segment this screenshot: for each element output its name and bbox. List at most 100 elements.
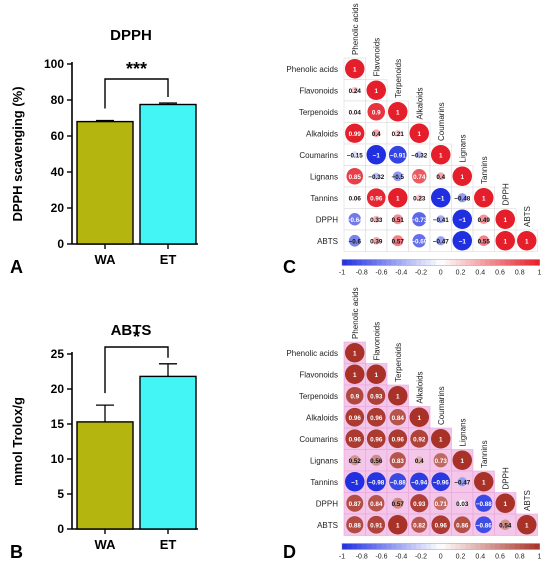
colorbar-segment <box>485 543 491 550</box>
correlation-circle <box>392 235 404 247</box>
colorbar-tick-label: -0.4 <box>395 554 407 561</box>
correlation-value: 0.57 <box>392 238 405 245</box>
correlation-circle <box>367 386 386 405</box>
correlation-circle <box>415 151 423 159</box>
correlation-circle <box>346 167 364 185</box>
correlation-value: 0.4 <box>436 174 445 181</box>
correlation-value: 0.96 <box>435 522 448 529</box>
correlation-value: −0.47 <box>454 479 470 486</box>
correlation-value: 0.49 <box>478 217 491 224</box>
chart-title: DPPH <box>110 27 152 44</box>
correlation-circle <box>452 209 472 229</box>
colorbar-segment <box>475 543 481 550</box>
colorbar-segment <box>440 543 447 550</box>
colorbar-segment <box>534 543 540 550</box>
correlation-circle <box>433 453 448 468</box>
correlation-circle <box>412 234 426 248</box>
correlation-circle <box>394 129 402 137</box>
colorbar-segment <box>421 543 427 550</box>
correlation-value: 0.57 <box>392 501 405 508</box>
correlation-value: 0.06 <box>349 195 362 202</box>
correlation-value: −0.15 <box>347 152 363 159</box>
colorbar-tick-label: -1 <box>339 554 345 561</box>
colorbar-segment <box>416 259 422 266</box>
correlation-value: 0.9 <box>372 109 381 116</box>
panel-letter-d: D <box>283 542 296 562</box>
correlation-circle <box>345 429 365 449</box>
colorbar-segment <box>371 259 377 266</box>
y-tick-label: 0 <box>57 237 64 251</box>
colorbar-tick-label: -0.6 <box>375 554 387 561</box>
correlation-circle <box>345 386 364 405</box>
colorbar-segment <box>460 543 466 550</box>
colorbar-segment <box>514 543 521 550</box>
correlation-value: −1 <box>373 152 381 159</box>
correlation-value: −0.94 <box>411 479 427 486</box>
colorbar-segment <box>425 543 432 550</box>
correlation-value: −0.64 <box>347 217 363 224</box>
correlation-circle <box>368 495 385 512</box>
colorbar-tick-label: -0.4 <box>395 270 407 277</box>
colorbar-segment <box>500 543 506 550</box>
row-label: Coumarins <box>299 151 338 160</box>
colorbar-segment <box>346 543 353 550</box>
significance-bracket <box>104 78 169 109</box>
correlation-circle <box>366 429 386 449</box>
correlation-value: 0.96 <box>370 436 383 443</box>
colorbar-tick-label: 0.8 <box>515 554 525 561</box>
colorbar-tick-label: 0.4 <box>475 270 485 277</box>
colorbar-tick-label: 1 <box>538 270 542 277</box>
column-label: Flavonoids <box>372 38 381 77</box>
row-label: Lignans <box>310 172 338 181</box>
correlation-value: 0.03 <box>456 501 469 508</box>
correlation-matrix-d: Phenolic acids 1 Phenolic acids Flavonoids 1… <box>286 287 541 560</box>
correlation-value: 0.93 <box>370 393 383 400</box>
correlation-value: 0.71 <box>435 501 448 508</box>
colorbar-tick-label: 0 <box>439 554 443 561</box>
correlation-value: 1 <box>503 501 507 508</box>
correlation-circle <box>452 450 472 470</box>
correlation-circle <box>348 213 361 226</box>
correlation-circle <box>412 212 427 227</box>
colorbar-segment <box>430 259 437 266</box>
colorbar-segment <box>480 543 486 550</box>
colorbar-segment <box>445 259 452 266</box>
correlation-value: −0.69 <box>411 238 427 245</box>
correlation-value: 0.39 <box>370 238 383 245</box>
colorbar-segment <box>519 543 526 550</box>
correlation-circle <box>495 209 515 229</box>
correlation-value: 0.96 <box>349 436 362 443</box>
correlation-value: −0.91 <box>390 152 406 159</box>
correlation-value: 1 <box>482 479 486 486</box>
correlation-value: 0.52 <box>349 458 362 465</box>
row-label: ABTS <box>317 521 338 530</box>
correlation-value: 0.84 <box>392 415 405 422</box>
row-label: Lignans <box>310 456 338 465</box>
colorbar-segment <box>391 543 397 550</box>
correlation-value: 1 <box>439 436 443 443</box>
correlation-value: 0.85 <box>349 174 362 181</box>
correlation-circle <box>431 145 451 165</box>
colorbar-segment <box>361 543 368 550</box>
colorbar-segment <box>356 259 363 266</box>
correlation-circle <box>351 108 359 116</box>
correlation-circle <box>345 123 365 143</box>
correlation-circle <box>372 215 380 223</box>
colorbar-segment <box>500 259 506 266</box>
correlation-circle <box>345 343 365 363</box>
bar-chart-abts: ABTS 0 5 10 15 20 25 mmol Trolox/g WA ET * <box>10 322 198 552</box>
correlation-circle <box>351 151 359 159</box>
colorbar-segment <box>495 259 501 266</box>
y-tick-label: 0 <box>57 522 64 536</box>
correlation-circle <box>366 472 386 492</box>
correlation-circle <box>367 102 386 121</box>
correlation-value: 1 <box>417 415 421 422</box>
column-label: DPPH <box>501 183 510 205</box>
colorbar-segment <box>455 543 461 550</box>
colorbar-tick-label: 1 <box>538 554 542 561</box>
correlation-value: 0.21 <box>392 131 405 138</box>
correlation-circle <box>366 364 386 384</box>
correlation-circle <box>389 452 406 469</box>
correlation-circle <box>475 494 493 512</box>
correlation-circle <box>431 429 451 449</box>
